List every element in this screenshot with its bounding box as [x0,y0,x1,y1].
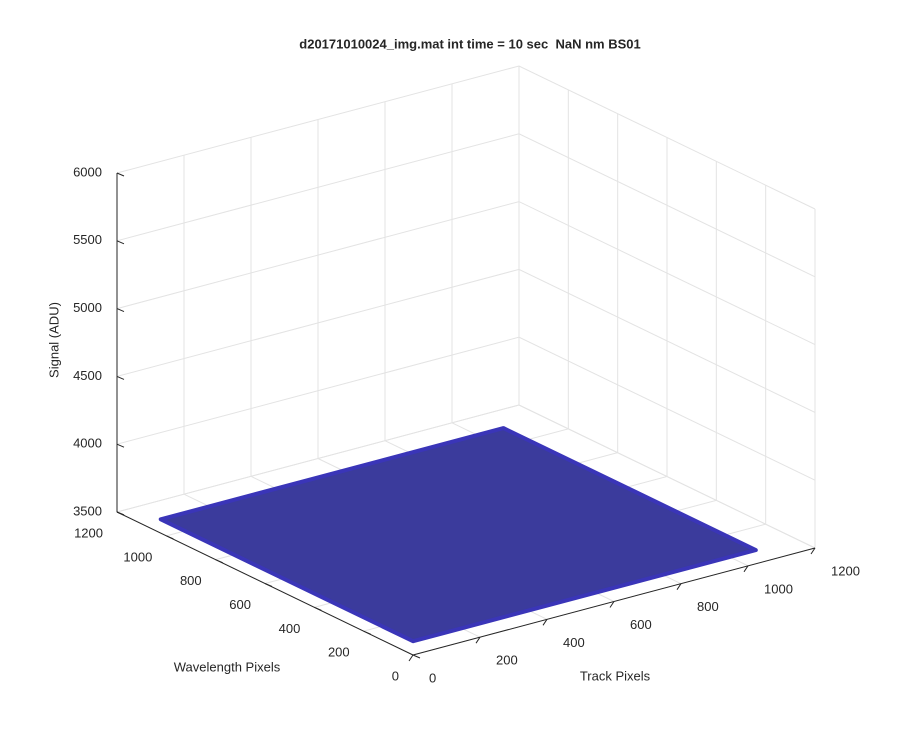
x-axis-label: Track Pixels [580,668,651,683]
x-tick-label: 1000 [764,581,793,596]
grid-line [116,65,816,210]
z-tick [116,172,125,177]
y-tick [314,606,322,611]
grid-line [116,201,816,346]
chart-title: d20171010024_img.mat int time = 10 sec N… [299,36,640,51]
x-tick [475,636,481,644]
x-tick [609,601,615,608]
z-tick [116,443,125,448]
x-tick [743,565,749,573]
y-tick-label: 200 [328,645,350,660]
x-tick-label: 200 [496,653,518,668]
grid-line [116,268,816,413]
y-tick [264,583,273,587]
z-tick-label: 4500 [73,368,102,383]
y-tick-label: 400 [279,621,301,636]
z-tick-label: 5500 [73,232,102,247]
z-tick [116,240,125,245]
y-axis-label: Wavelength Pixels [174,659,281,674]
x-tick [810,547,816,555]
z-tick [116,308,125,313]
y-tick-label: 1200 [74,525,103,540]
x-tick-label: 600 [630,617,652,632]
y-tick [215,559,223,564]
y-tick-label: 600 [229,597,251,612]
z-tick-label: 4000 [73,436,102,451]
x-tick [542,619,548,626]
y-tick [363,630,371,635]
grid-line [116,133,816,278]
x-tick-label: 1200 [831,563,860,578]
grid-line [116,404,816,549]
z-tick-label: 6000 [73,164,102,179]
z-tick-label: 5000 [73,300,102,315]
y-tick-label: 800 [180,573,202,588]
x-tick-label: 400 [563,635,585,650]
y-tick [166,535,174,540]
z-tick-label: 3500 [73,503,102,518]
z-tick [116,375,125,380]
y-tick [412,654,421,659]
x-tick-label: 800 [697,599,719,614]
z-tick [116,511,125,516]
y-tick-label: 1000 [123,549,152,564]
surface [158,426,758,644]
x-tick [408,654,414,662]
z-axis-label: Signal (ADU) [46,302,61,378]
y-tick-label: 0 [392,668,399,683]
x-tick-label: 0 [429,670,436,685]
grid-line [116,336,816,481]
x-tick [676,583,682,590]
